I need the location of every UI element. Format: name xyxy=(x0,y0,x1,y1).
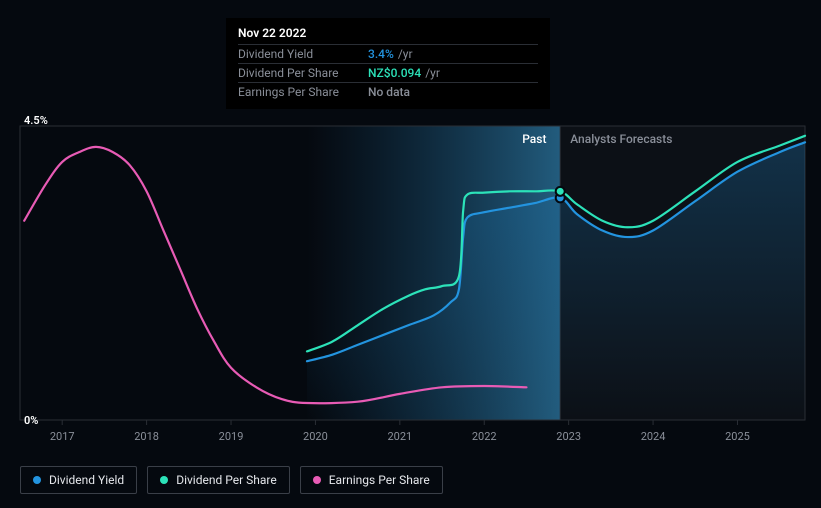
y-axis-label: 0% xyxy=(24,414,38,427)
x-axis-label: 2023 xyxy=(556,430,581,443)
x-axis-label: 2019 xyxy=(219,430,244,443)
tooltip-row: Dividend Yield3.4% /yr xyxy=(238,44,538,63)
past-label: Past xyxy=(522,132,546,146)
tooltip-label: Dividend Yield xyxy=(238,47,368,61)
y-axis-label: 4.5% xyxy=(24,114,48,127)
x-axis-label: 2024 xyxy=(641,430,666,443)
chart-tooltip: Nov 22 2022 Dividend Yield3.4%/yrDividen… xyxy=(226,18,550,109)
legend-label: Dividend Yield xyxy=(49,473,124,487)
legend-item[interactable]: Dividend Per Share xyxy=(147,466,290,494)
legend-label: Dividend Per Share xyxy=(176,473,277,487)
x-axis-label: 2018 xyxy=(134,430,159,443)
legend-item[interactable]: Dividend Yield xyxy=(20,466,137,494)
x-axis-label: 2025 xyxy=(725,430,750,443)
tooltip-value: 3.4% xyxy=(368,47,394,61)
tooltip-row: Earnings Per ShareNo data xyxy=(238,82,538,101)
tooltip-row: Dividend Per ShareNZ$0.094/yr xyxy=(238,63,538,82)
legend-dot-icon xyxy=(160,476,168,484)
tooltip-unit: /yr xyxy=(398,47,413,61)
tooltip-label: Earnings Per Share xyxy=(238,85,368,99)
cursor-marker xyxy=(556,187,565,196)
tooltip-unit: /yr xyxy=(425,66,440,80)
x-axis-label: 2020 xyxy=(303,430,328,443)
legend-label: Earnings Per Share xyxy=(329,473,430,487)
legend-dot-icon xyxy=(313,476,321,484)
legend-dot-icon xyxy=(33,476,41,484)
forecast-label: Analysts Forecasts xyxy=(570,132,672,146)
x-axis-label: 2022 xyxy=(472,430,497,443)
tooltip-date: Nov 22 2022 xyxy=(238,26,538,44)
tooltip-value: No data xyxy=(368,85,410,99)
x-axis-label: 2017 xyxy=(50,430,75,443)
tooltip-label: Dividend Per Share xyxy=(238,66,368,80)
tooltip-value: NZ$0.094 xyxy=(368,66,421,80)
legend-item[interactable]: Earnings Per Share xyxy=(300,466,443,494)
x-axis-label: 2021 xyxy=(387,430,412,443)
chart-legend: Dividend Yield Dividend Per Share Earnings… xyxy=(20,466,443,494)
